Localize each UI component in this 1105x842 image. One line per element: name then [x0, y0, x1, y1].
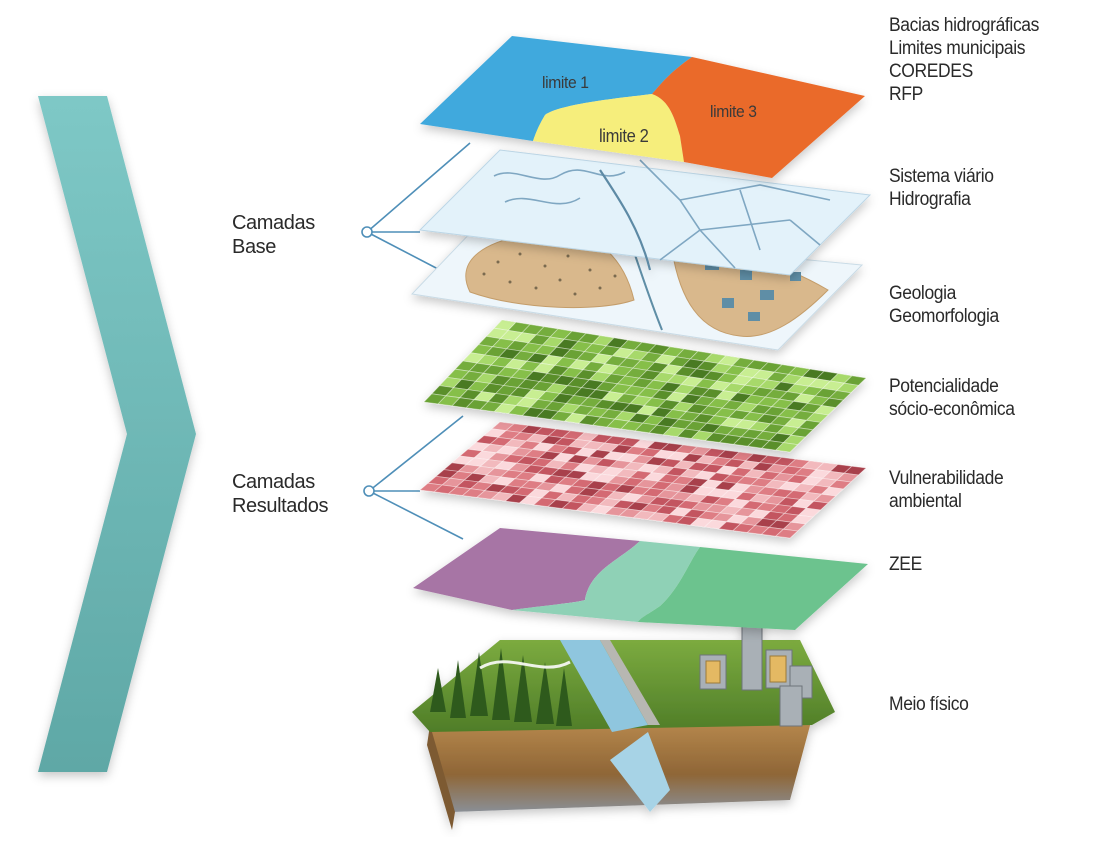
- vulnerability-layer: [419, 421, 867, 539]
- layer-geology-line2: Geomorfologia: [889, 306, 999, 327]
- group-base-line1: Camadas: [232, 212, 315, 234]
- grid-cell: [774, 528, 799, 539]
- layer-roads-line2: Hidrografia: [889, 189, 971, 210]
- chevron-right-icon: [38, 96, 196, 772]
- layer-label-terrain: Meio físico: [889, 693, 969, 716]
- layer-roads-line1: Sistema viário: [889, 166, 994, 187]
- group-base-line2: Base: [232, 236, 276, 258]
- layer-limits-line2: Limites municipais: [889, 38, 1026, 59]
- limite-1-label: limite 1: [542, 73, 589, 92]
- layer-label-roads: Sistema viário Hidrografia: [889, 165, 994, 211]
- zee-layer: [413, 528, 868, 630]
- terrain-block: [412, 599, 835, 830]
- layer-label-limits: Bacias hidrográficas Limites municipais …: [889, 14, 1039, 106]
- layer-label-zee: ZEE: [889, 553, 922, 576]
- limite-3-label: limite 3: [710, 102, 757, 121]
- group-label-base: Camadas Base: [232, 211, 315, 259]
- layer-limits-line1: Bacias hidrográficas: [889, 15, 1040, 36]
- layer-label-geology: Geologia Geomorfologia: [889, 282, 999, 328]
- layer-zee-line1: ZEE: [889, 554, 922, 575]
- group-label-resultados: Camadas Resultados: [232, 470, 328, 518]
- group-resultados-line1: Camadas: [232, 471, 315, 493]
- group-resultados-line2: Resultados: [232, 495, 329, 517]
- layer-potential-line1: Potencialidade: [889, 376, 999, 397]
- limite-2-label: limite 2: [599, 126, 649, 146]
- layer-limits-line3: COREDES: [889, 61, 973, 82]
- layer-label-potential: Potencialidade sócio-econômica: [889, 375, 1015, 421]
- layer-geology-line1: Geologia: [889, 283, 957, 304]
- layer-terrain-line1: Meio físico: [889, 694, 969, 715]
- layer-label-vulnerability: Vulnerabilidade ambiental: [889, 467, 1004, 513]
- results-group-connector: [363, 415, 464, 540]
- layer-vulnerability-line1: Vulnerabilidade: [889, 468, 1004, 489]
- layer-limits-line4: RFP: [889, 84, 923, 105]
- potential-layer: [423, 319, 867, 453]
- layer-potential-line2: sócio-econômica: [889, 399, 1015, 420]
- roads-layer: [418, 149, 872, 276]
- grid-cell: [775, 442, 799, 453]
- layer-vulnerability-line2: ambiental: [889, 491, 962, 512]
- limits-layer: [420, 36, 865, 178]
